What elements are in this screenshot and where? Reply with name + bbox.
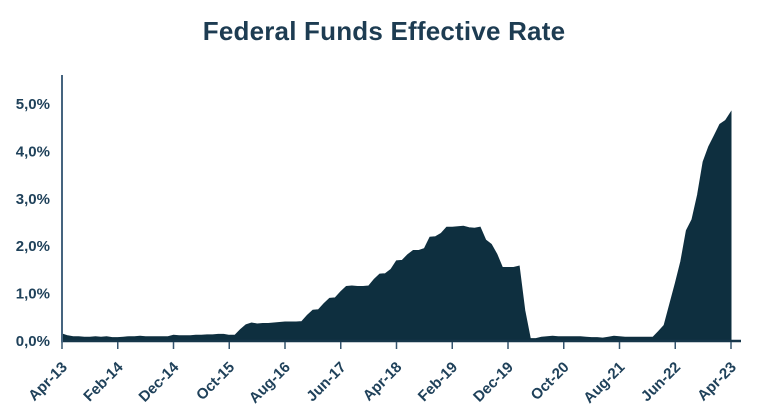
x-tick-label: Apr-13 [25,359,71,405]
x-tick-label: Aug-21 [580,359,628,407]
y-tick-label: 5,0% [16,96,50,113]
y-tick-label: 0,0% [16,333,50,350]
x-tick-label: Oct-15 [193,359,238,404]
x-tick-label: Dec-19 [470,359,517,406]
x-tick-label: Dec-14 [136,358,183,405]
x-tick-label: Oct-20 [528,359,573,404]
y-tick-label: 3,0% [16,191,50,208]
x-tick-label: Apr-23 [694,359,740,405]
x-tick-label: Apr-18 [360,359,406,405]
y-tick-label: 1,0% [16,286,50,303]
y-tick-label: 4,0% [16,143,50,160]
x-tick-label: Jun-17 [303,359,349,405]
x-tick-label: Feb-19 [415,359,461,405]
x-tick-label: Feb-14 [80,358,127,405]
chart-title: Federal Funds Effective Rate [202,16,566,46]
x-tick-label: Aug-16 [246,359,294,407]
x-tick-label: Jun-22 [638,359,684,405]
rate-area-series [61,110,732,342]
y-tick-label: 2,0% [16,238,50,255]
